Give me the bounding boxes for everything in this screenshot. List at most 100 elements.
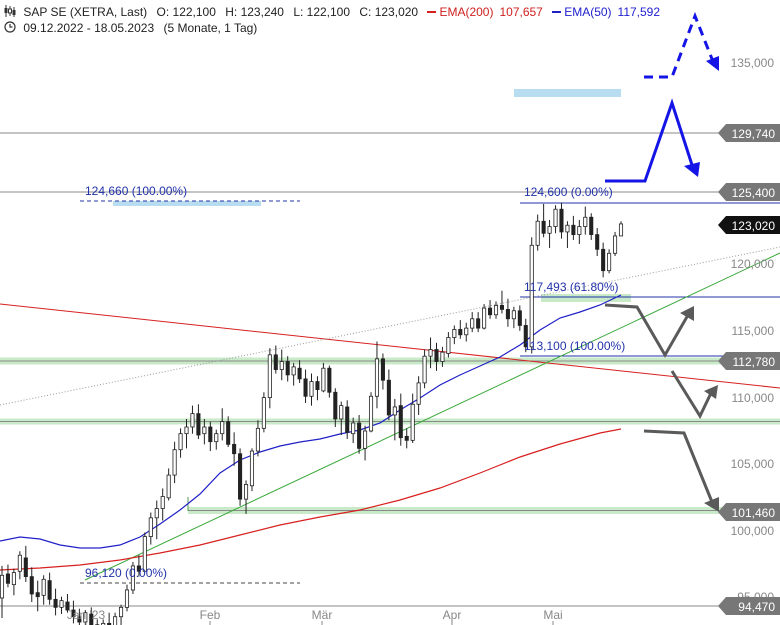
- red-downtrend-line: [0, 303, 780, 389]
- candle-body: [577, 226, 582, 236]
- candle-body: [535, 220, 540, 246]
- ema50-swatch: [552, 11, 562, 13]
- candle: [357, 414, 362, 454]
- ema50-label: EMA(50): [564, 5, 612, 19]
- candle: [565, 221, 570, 248]
- candle: [101, 619, 106, 625]
- candle-body: [470, 318, 475, 329]
- candle-body: [565, 224, 570, 233]
- candle: [398, 393, 403, 446]
- candle: [119, 604, 124, 625]
- candle: [470, 312, 475, 333]
- clock-icon: [4, 21, 16, 33]
- candle-body: [529, 244, 534, 348]
- candle: [333, 388, 338, 427]
- candle-body: [595, 234, 600, 250]
- candle: [136, 555, 141, 577]
- candle: [279, 349, 284, 381]
- candle-body: [17, 554, 22, 572]
- price-tag-123020: 123,020: [718, 216, 780, 234]
- candle: [208, 421, 213, 452]
- candle: [368, 392, 374, 433]
- candle-body: [416, 382, 421, 405]
- candle: [547, 219, 552, 248]
- candle: [517, 305, 522, 331]
- candle-body: [29, 576, 34, 595]
- candle: [523, 318, 528, 353]
- candle-body: [261, 397, 266, 429]
- candle-body: [53, 598, 58, 608]
- resistance-zone-124600: [113, 201, 261, 206]
- candle-body: [59, 600, 64, 608]
- candle-body: [434, 349, 439, 362]
- candle: [196, 404, 201, 440]
- candle-body: [119, 606, 124, 618]
- candle-body: [291, 366, 296, 376]
- resistance-zone-133000: [514, 89, 621, 97]
- candle: [613, 231, 618, 256]
- candle-body: [410, 403, 415, 441]
- candle: [601, 242, 606, 278]
- candle-body: [130, 565, 135, 591]
- candle: [0, 565, 5, 619]
- candlestick-icon: [4, 5, 16, 17]
- price-tag-129740-text: 129,740: [732, 127, 776, 141]
- candle: [607, 249, 612, 274]
- gray-arrow-3: [643, 429, 719, 512]
- candle-body: [101, 622, 106, 625]
- candle-body: [178, 433, 183, 451]
- candle: [446, 332, 451, 358]
- y-tick-110000: 110,000: [732, 391, 775, 405]
- candle: [386, 369, 391, 421]
- candle-body: [380, 358, 385, 381]
- candle: [410, 393, 415, 444]
- candle-body: [482, 307, 487, 329]
- candle-body: [255, 427, 260, 452]
- candle: [220, 408, 225, 441]
- price-tag-125400: 125,400: [718, 183, 780, 201]
- close-value: C: 123,020: [359, 5, 419, 19]
- fib-label-117493: 117,493 (61.80%): [524, 280, 619, 294]
- ema200-label: EMA(200): [439, 5, 494, 19]
- candle-body: [136, 565, 141, 572]
- candle-body: [107, 622, 112, 625]
- fib-label-96120: 96,120 (0.00%): [85, 566, 167, 580]
- candle-body: [368, 395, 374, 432]
- price-tag-101460-text: 101,460: [732, 506, 776, 520]
- y-tick-105000: 105,000: [731, 457, 775, 471]
- candle: [267, 348, 272, 409]
- candle: [47, 572, 52, 605]
- candle: [130, 561, 135, 594]
- candle: [529, 237, 534, 354]
- candle-body: [160, 496, 165, 509]
- open-value: O: 122,100: [156, 5, 216, 19]
- candle-body: [440, 351, 445, 362]
- candle-body: [339, 405, 344, 420]
- candle-body: [428, 349, 433, 357]
- candle: [321, 362, 326, 393]
- candle: [541, 203, 546, 238]
- candle-body: [303, 378, 308, 397]
- candle-body: [327, 367, 332, 393]
- price-tag-125400-text: 125,400: [732, 186, 776, 200]
- ema200-value: 107,657: [499, 5, 543, 19]
- candle-body: [71, 609, 76, 618]
- candle: [261, 392, 266, 433]
- candle: [11, 568, 16, 596]
- blue-dashed-projection-arrow: [644, 11, 716, 79]
- candle-body: [226, 421, 231, 445]
- candle-body: [190, 413, 195, 428]
- candle-body: [589, 216, 594, 236]
- candle-body: [357, 422, 362, 449]
- candle-body: [374, 358, 380, 397]
- fib-label-124600: 124,600 (0.00%): [524, 185, 613, 199]
- candle: [493, 301, 499, 319]
- price-tag-112780-text: 112,780: [733, 355, 776, 369]
- x-tick-mar: Mär: [312, 608, 333, 622]
- ema200-line: [0, 428, 622, 571]
- candle-body: [446, 337, 451, 354]
- candle: [238, 448, 243, 506]
- candle: [17, 551, 22, 580]
- candle: [71, 600, 76, 624]
